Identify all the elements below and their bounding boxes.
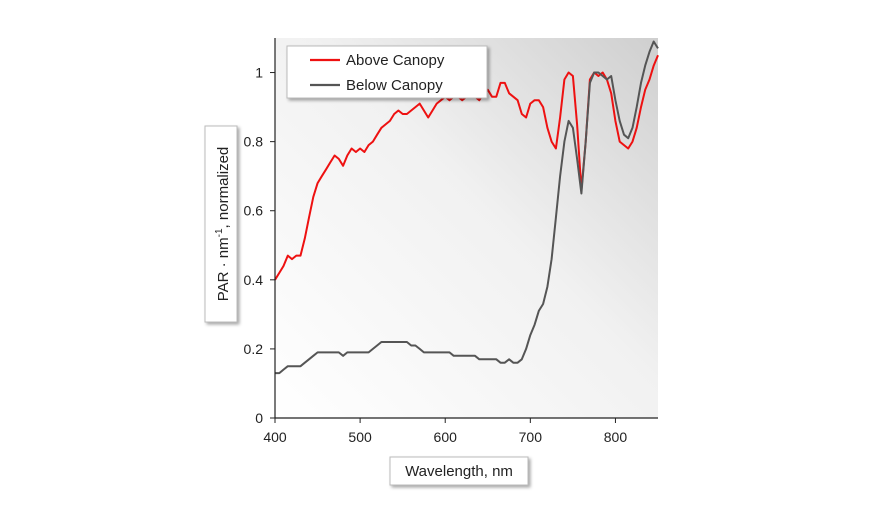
y-axis-label-main: PAR · nm: [215, 237, 232, 301]
y-axis-label-superscript: -1: [214, 228, 225, 237]
legend-label-above-canopy: Above Canopy: [346, 52, 445, 69]
x-tick-label: 600: [434, 429, 458, 445]
y-tick-label: 0: [255, 410, 263, 426]
x-tick-label: 400: [263, 429, 287, 445]
y-tick-label: 1: [255, 65, 263, 81]
y-axis-label: PAR · nm-1, normalized: [214, 147, 232, 302]
legend-box: [286, 45, 488, 99]
axes: 400 500 600 700 800 0 0.2 0.4 0.6 0.8 1: [244, 38, 658, 445]
x-ticks: 400 500 600 700 800: [263, 418, 627, 445]
x-axis-label-box: [389, 456, 529, 486]
plot-area: [275, 38, 658, 418]
y-axis-label-suffix: , normalized: [215, 147, 232, 229]
series-line-below-canopy: [275, 40, 659, 375]
y-tick-label: 0.6: [244, 203, 264, 219]
legend: Above Canopy Below Canopy: [286, 45, 488, 99]
x-tick-label: 700: [519, 429, 543, 445]
x-tick-label: 500: [348, 429, 372, 445]
y-axis-label-box: [204, 125, 238, 323]
y-ticks: 0 0.2 0.4 0.6 0.8 1: [244, 65, 275, 426]
y-tick-label: 0.4: [244, 272, 264, 288]
y-axis-label-group: PAR · nm-1, normalized: [204, 125, 238, 323]
x-axis-label-group: Wavelength, nm: [389, 456, 529, 486]
x-tick-label: 800: [604, 429, 628, 445]
y-tick-label: 0.8: [244, 134, 264, 150]
x-axis-label: Wavelength, nm: [405, 463, 513, 480]
y-tick-label: 0.2: [244, 341, 264, 357]
legend-label-below-canopy: Below Canopy: [346, 77, 443, 94]
